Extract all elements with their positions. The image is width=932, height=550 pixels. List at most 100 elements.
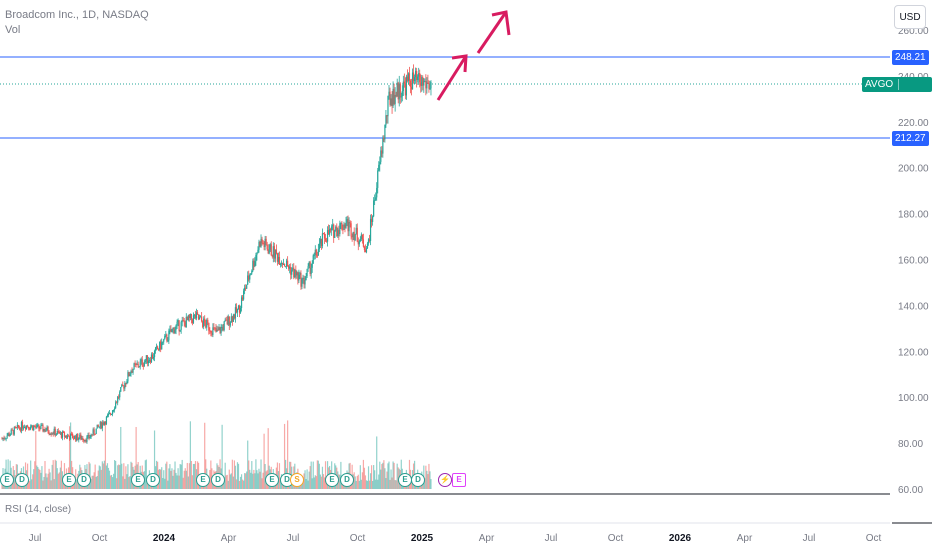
- candle-body: [55, 434, 57, 436]
- candle-body: [147, 360, 150, 364]
- dividend-event-icon[interactable]: D: [146, 473, 160, 487]
- candle-body: [106, 415, 109, 417]
- earnings-event-icon[interactable]: E: [325, 473, 339, 487]
- time-tick-label: Oct: [608, 533, 624, 544]
- volume-bar: [229, 474, 231, 489]
- upcoming-earnings-event-icon[interactable]: E: [452, 473, 466, 487]
- candle-body: [311, 263, 313, 268]
- candle-body: [385, 115, 387, 126]
- volume-bar: [254, 473, 256, 489]
- volume-bar: [135, 426, 137, 489]
- volume-bar: [377, 479, 379, 489]
- candle-body: [351, 236, 353, 238]
- volume-bar: [248, 460, 250, 489]
- volume-bar: [426, 470, 428, 489]
- candle-body: [213, 327, 215, 329]
- rsi-label[interactable]: RSI (14, close): [5, 504, 72, 515]
- candle-body: [263, 243, 265, 248]
- volume-bar: [357, 474, 359, 489]
- candle-body: [41, 424, 43, 426]
- dividend-event-icon[interactable]: D: [411, 473, 425, 487]
- volume-label[interactable]: Vol: [5, 24, 21, 36]
- volume-bar: [119, 465, 121, 489]
- volume-bar: [260, 459, 262, 489]
- candle-body: [364, 250, 367, 253]
- volume-bar: [362, 459, 365, 489]
- candle-body: [123, 385, 125, 389]
- volume-bar: [262, 472, 264, 489]
- candle-body: [280, 262, 283, 264]
- candle-body: [382, 138, 384, 154]
- candle-body: [155, 346, 158, 348]
- volume-bar: [243, 480, 245, 489]
- candle-body: [299, 272, 301, 275]
- candle-body: [22, 427, 25, 429]
- dividend-event-icon[interactable]: D: [15, 473, 29, 487]
- candle-body: [124, 383, 126, 389]
- dividend-event-icon[interactable]: D: [211, 473, 225, 487]
- candle-body: [274, 249, 276, 259]
- candle-body: [72, 434, 74, 439]
- volume-bar: [355, 480, 357, 489]
- candle-body: [344, 224, 346, 228]
- candle-body: [102, 422, 104, 425]
- candle-body: [20, 422, 23, 431]
- candle-body: [345, 222, 347, 228]
- volume-bar: [165, 463, 167, 489]
- candle-body: [321, 233, 324, 246]
- candle-body: [127, 372, 129, 382]
- arrow-2-shaft: [476, 11, 508, 54]
- earnings-event-icon[interactable]: E: [62, 473, 76, 487]
- volume-bar: [372, 480, 374, 489]
- volume-bar: [109, 475, 112, 489]
- volume-bar: [311, 478, 313, 489]
- flash-event-icon[interactable]: ⚡: [438, 473, 452, 487]
- candle-body: [137, 363, 139, 367]
- candle-body: [50, 434, 52, 436]
- candle-body: [197, 314, 200, 320]
- volume-bar: [123, 463, 125, 489]
- candle-body: [167, 340, 169, 342]
- volume-bar: [98, 465, 100, 489]
- candle-body: [262, 243, 264, 245]
- symbol-title[interactable]: Broadcom Inc., 1D, NASDAQ: [5, 9, 149, 21]
- volume-bar: [118, 464, 120, 489]
- candle-body: [290, 267, 292, 275]
- volume-bar: [168, 468, 170, 489]
- dividend-event-icon[interactable]: D: [340, 473, 354, 487]
- volume-bar: [339, 474, 341, 489]
- earnings-event-icon[interactable]: E: [131, 473, 145, 487]
- time-tick-label: Oct: [92, 533, 108, 544]
- volume-bar: [103, 460, 105, 489]
- earnings-event-icon[interactable]: E: [0, 473, 14, 487]
- candle-body: [191, 319, 194, 323]
- candle-body: [183, 320, 185, 323]
- earnings-event-icon[interactable]: E: [398, 473, 412, 487]
- currency-button[interactable]: USD: [894, 5, 926, 29]
- candle-body: [182, 320, 184, 322]
- candle-body: [39, 428, 41, 430]
- candle-body: [326, 229, 329, 242]
- volume-bar: [50, 480, 52, 489]
- candle-body: [37, 424, 39, 426]
- candle-body: [57, 431, 59, 433]
- volume-bar: [249, 469, 251, 489]
- volume-bar: [190, 460, 193, 489]
- candle-body: [85, 439, 87, 442]
- volume-bar: [53, 479, 55, 489]
- volume-bar: [425, 465, 427, 489]
- candle-body: [174, 329, 176, 334]
- candle-body: [201, 316, 203, 322]
- candle-body: [401, 90, 403, 97]
- dividend-event-icon[interactable]: D: [77, 473, 91, 487]
- volume-bar: [388, 461, 390, 489]
- earnings-event-icon[interactable]: E: [265, 473, 279, 487]
- volume-bar: [373, 465, 375, 489]
- volume-bar: [69, 422, 72, 489]
- split-event-icon[interactable]: S: [290, 473, 304, 487]
- volume-bar: [360, 479, 362, 489]
- candle-body: [239, 307, 242, 313]
- candle-body: [120, 387, 122, 392]
- earnings-event-icon[interactable]: E: [196, 473, 210, 487]
